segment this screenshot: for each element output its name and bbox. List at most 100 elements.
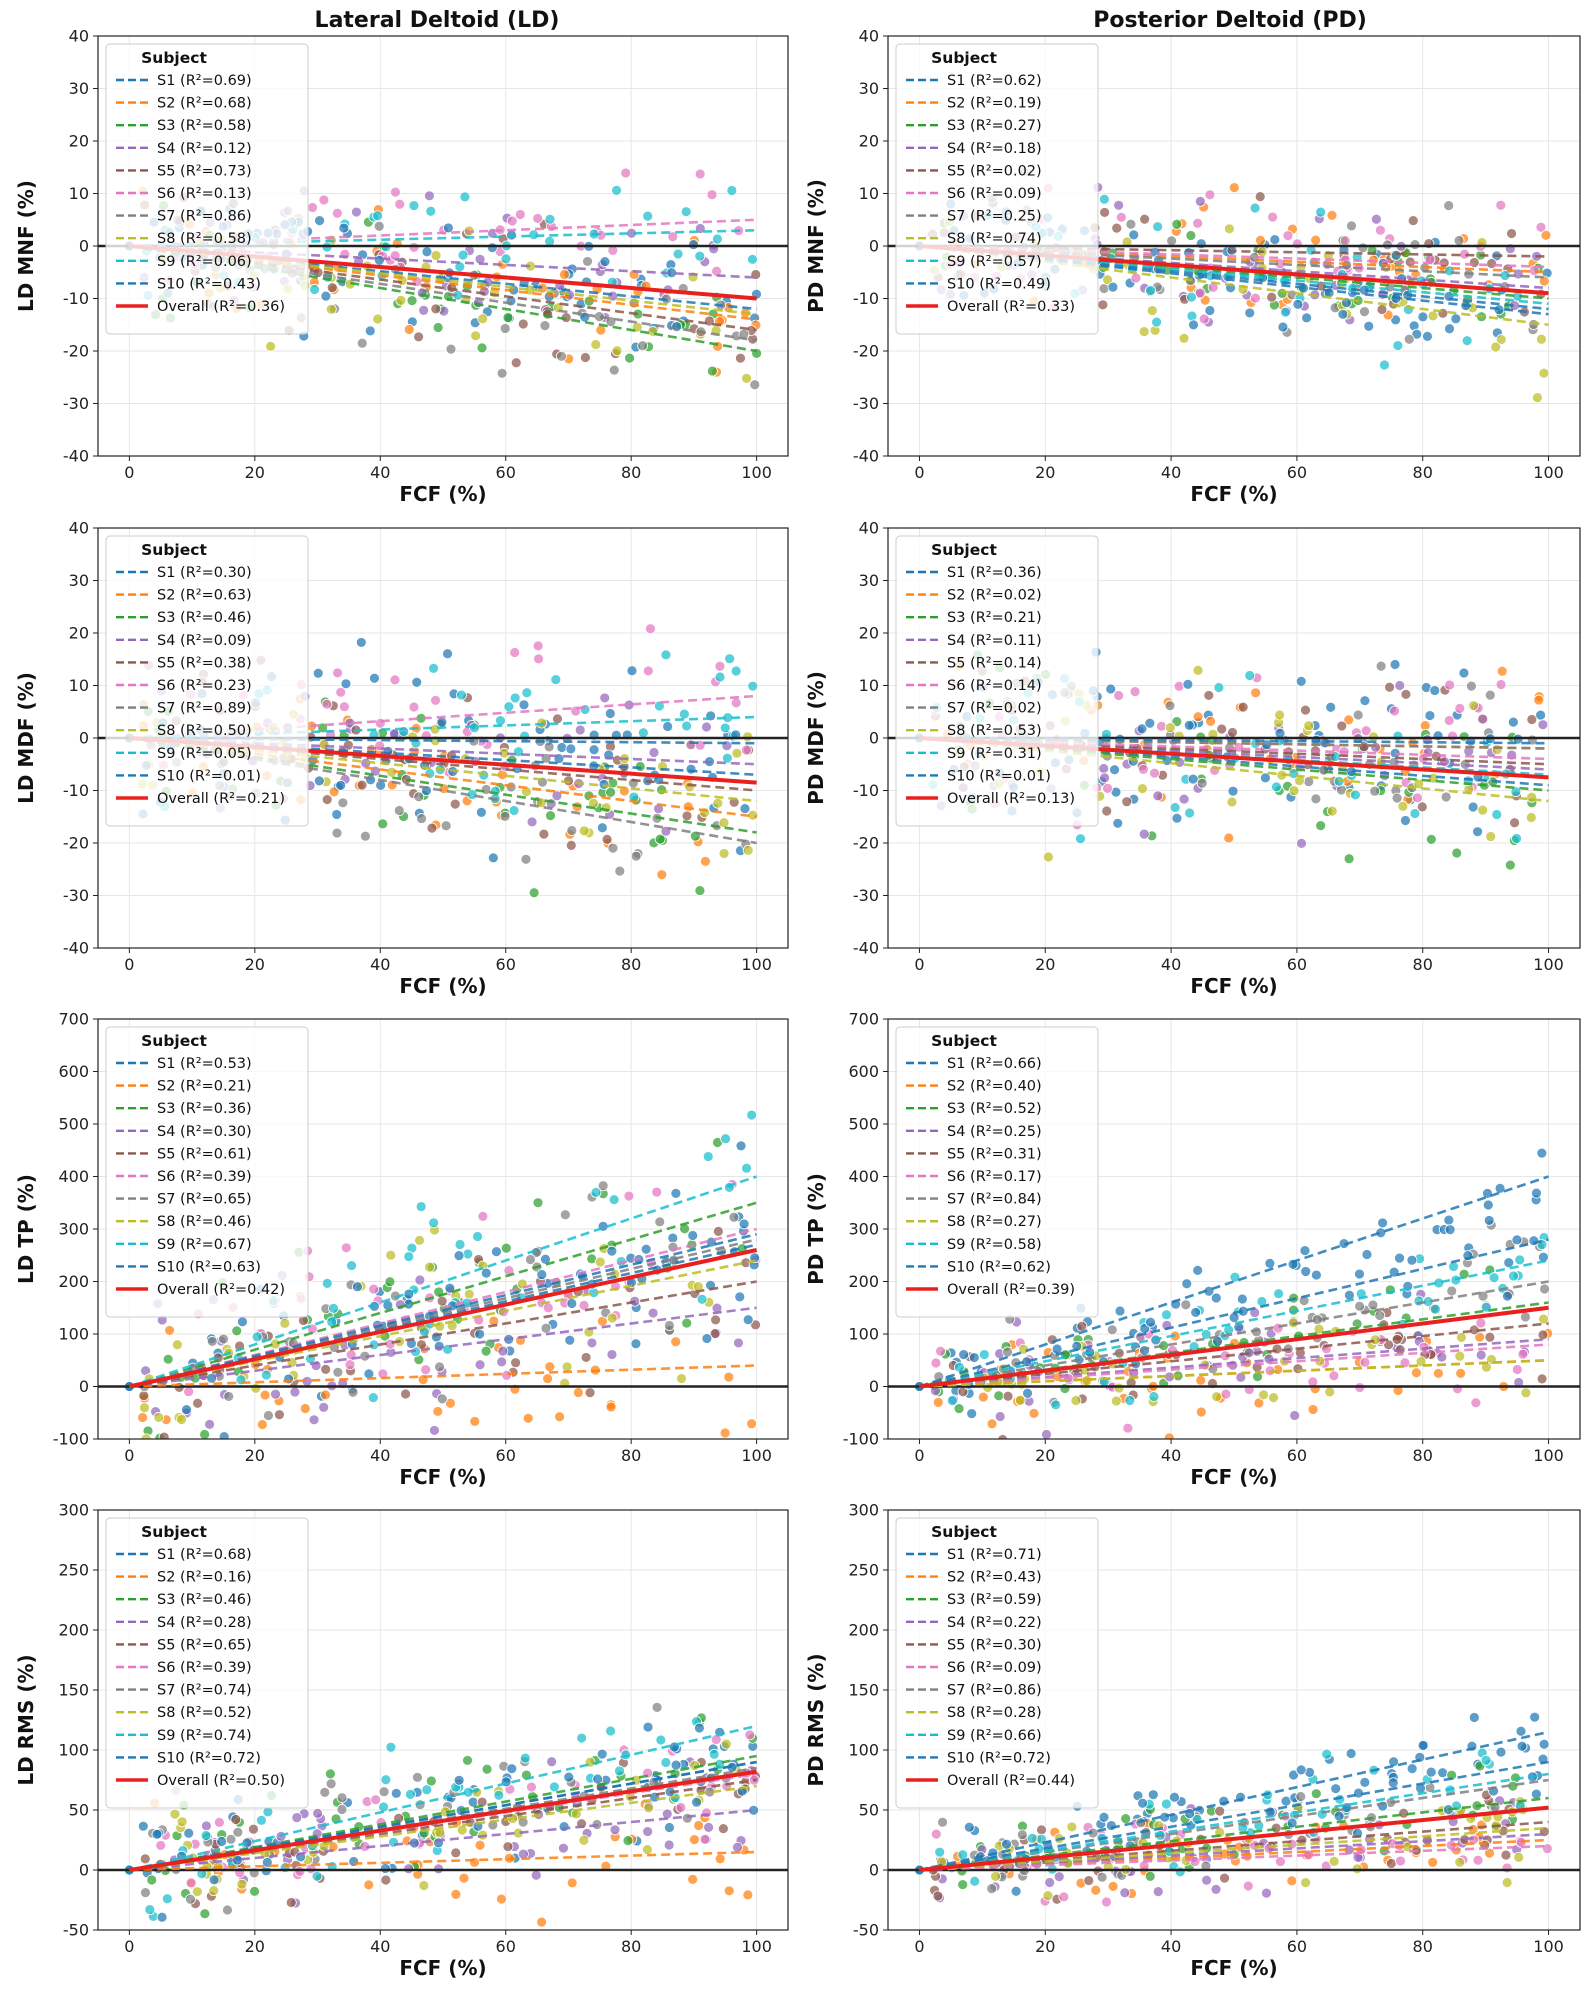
panel-ld-tp-point-s7	[436, 1393, 448, 1405]
panel-pd-mdf-point-s10	[1325, 701, 1337, 713]
panel-pd-mnf-point-s6	[1204, 189, 1216, 201]
panel-pd-tp-ylabel: PD TP (%)	[804, 1173, 828, 1285]
panel-pd-tp-point-s10	[1528, 1235, 1540, 1247]
panel-ld-mnf-point-s9	[611, 184, 622, 196]
panel-ld-tp-fit-s2	[129, 1364, 757, 1388]
panel-pd-mdf-point-s10	[1429, 685, 1441, 696]
panel-pd-rms-point-s10	[1387, 1777, 1399, 1789]
panel-ld-tp-xtick-label: 60	[496, 1446, 516, 1465]
panel-pd-mnf-xtick-label: 80	[1413, 463, 1433, 482]
panel-ld-tp-point-s5	[584, 1387, 596, 1399]
panel-pd-mnf-ylabel: PD MNF (%)	[804, 179, 828, 313]
panel-ld-tp-fit-s6	[129, 1227, 757, 1388]
panel-ld-tp-fit-s1	[129, 1243, 757, 1388]
panel-pd-tp-xtick-label: 20	[1035, 1446, 1055, 1465]
panel-pd-rms-point-s6	[1101, 1896, 1112, 1908]
panel-ld-tp-point-s8	[414, 1234, 425, 1246]
panel-pd-mdf-point-s7	[1318, 764, 1330, 776]
panel-ld-mnf-point-s5	[413, 331, 425, 343]
panel-ld-tp-legend-entry: S7 (R²=0.65)	[157, 1192, 252, 1208]
panel-pd-mdf-legend-entry: S4 (R²=0.11)	[947, 633, 1042, 649]
panel-pd-mdf-point-s6	[1156, 720, 1167, 732]
panel-ld-rms-point-s8	[191, 1886, 203, 1898]
panel-ld-rms-point-s1	[348, 1856, 360, 1867]
panel-pd-mdf-ytick-label: 40	[859, 519, 879, 538]
panel-ld-tp-point-s4	[414, 1274, 426, 1286]
panel-ld-tp-legend-entry: S9 (R²=0.67)	[157, 1237, 252, 1253]
panel-pd-rms-ytick-label: 100	[848, 1741, 879, 1760]
panel-ld-tp-fit-s7	[129, 1238, 757, 1388]
panel-ld-mdf-point-s6	[408, 701, 420, 713]
panel-pd-rms-point-s6	[1058, 1891, 1070, 1903]
panel-ld-mnf-point-s7	[608, 364, 620, 376]
panel-ld-rms-fit-s4	[129, 1808, 757, 1872]
panel-ld-mdf-point-s7	[416, 813, 427, 824]
panel-pd-mnf-point-s7	[1125, 218, 1137, 230]
panel-pd-rms-point-s4	[1201, 1874, 1212, 1886]
panel-ld-mnf: 0 20 40 60 80 100 -40 -30 -20 -10 0 10 20 30 40 FCF (%)…	[14, 27, 789, 506]
panel-ld-mdf-xtick-label: 100	[741, 955, 772, 974]
panel-ld-mnf-point-s8	[611, 345, 623, 357]
panel-pd-mdf-point-s9	[1392, 730, 1404, 742]
panel-pd-mnf-legend-title: Subject	[931, 49, 997, 67]
panel-ld-mnf-point-s4	[418, 305, 430, 316]
panel-ld-rms-legend-title: Subject	[141, 1523, 207, 1541]
panel-pd-rms-point-s10	[1425, 1766, 1437, 1778]
panel-pd-mdf-xtick-label: 60	[1287, 955, 1307, 974]
panel-ld-tp-ytick-label: 200	[58, 1272, 89, 1291]
panel-ld-mdf-point-s1	[596, 822, 608, 834]
panel-pd-mdf-point-s1	[1260, 772, 1271, 784]
panel-ld-rms-point-s6	[213, 1816, 225, 1828]
panel-ld-rms-point-s9	[385, 1741, 397, 1753]
panel-pd-mdf-legend-title: Subject	[931, 541, 997, 559]
panel-pd-mnf-point-s6	[1535, 221, 1547, 233]
panel-pd-tp-point-s8	[1520, 1387, 1532, 1399]
panel-ld-mnf-ytick-label: 0	[79, 237, 89, 256]
panel-ld-mnf-point-s9	[712, 233, 723, 245]
panel-ld-mnf-point-s5	[517, 318, 529, 330]
panel-ld-mnf-point-s6	[307, 202, 318, 213]
panel-ld-mdf-point-s8	[742, 731, 754, 743]
panel-ld-tp-point-s7	[263, 1410, 274, 1421]
panel-pd-rms-point-s9	[1480, 1754, 1492, 1766]
panel-pd-rms-point-s9	[1160, 1798, 1172, 1810]
panel-pd-mnf-point-s10	[1450, 313, 1462, 325]
panel-ld-tp-point-s2	[522, 1412, 534, 1424]
panel-ld-mdf-point-s7	[393, 805, 405, 816]
panel-pd-rms-point-s1	[1159, 1811, 1171, 1823]
panel-pd-rms-legend-entry: S5 (R²=0.30)	[947, 1637, 1042, 1653]
panel-pd-tp-point-s6	[1359, 1356, 1371, 1368]
panel-pd-tp-point-s5	[1537, 1329, 1549, 1341]
panel-ld-mdf-point-s6	[335, 686, 347, 698]
panel-pd-tp-point-s7	[1354, 1300, 1365, 1312]
panel-ld-mdf-point-s5	[565, 839, 577, 851]
panel-ld-mdf-point-s10	[340, 678, 352, 690]
panel-ld-mnf-point-s9	[672, 248, 684, 260]
panel-ld-mnf-point-s6	[394, 198, 406, 210]
panel-ld-mnf-ylabel: LD MNF (%)	[14, 180, 38, 312]
panel-ld-mdf-legend-entry: S6 (R²=0.23)	[157, 678, 252, 694]
panel-ld-tp-point-s10	[738, 1218, 750, 1230]
panel-pd-tp-point-s1	[1531, 1187, 1542, 1199]
panel-pd-tp-fit-s10	[919, 1238, 1549, 1388]
panel-pd-rms-point-s10	[1516, 1740, 1528, 1752]
panel-ld-mnf-point-s6	[532, 212, 544, 224]
panel-pd-rms-xtick-label: 20	[1035, 1937, 1055, 1956]
panel-pd-mdf-point-s1	[1171, 812, 1183, 824]
panel-ld-tp-ytick-label: 400	[58, 1167, 89, 1186]
panel-pd-mnf-point-s6	[1339, 235, 1351, 247]
panel-ld-mnf-point-s10	[688, 239, 699, 250]
panel-pd-mnf-point-s5	[1486, 258, 1498, 269]
panel-pd-mnf-point-s6	[1115, 211, 1127, 223]
panel-ld-rms-point-s2	[458, 1872, 470, 1884]
panel-ld-rms-point-s9	[256, 1814, 267, 1826]
panel-ld-tp-point-s6	[420, 1364, 432, 1376]
panel-ld-mdf-point-s8	[718, 817, 730, 828]
panel-ld-tp-legend-entry: Overall (R²=0.42)	[157, 1282, 285, 1298]
panel-pd-tp-point-s4	[1041, 1429, 1052, 1439]
panel-pd-mdf-point-s8	[1288, 785, 1300, 797]
panel-ld-tp-point-s9	[328, 1302, 339, 1314]
panel-ld-rms-point-s9	[405, 1788, 416, 1800]
panel-pd-mnf-xtick-label: 100	[1533, 463, 1564, 482]
panel-pd-rms-fit-s6	[919, 1844, 1549, 1872]
